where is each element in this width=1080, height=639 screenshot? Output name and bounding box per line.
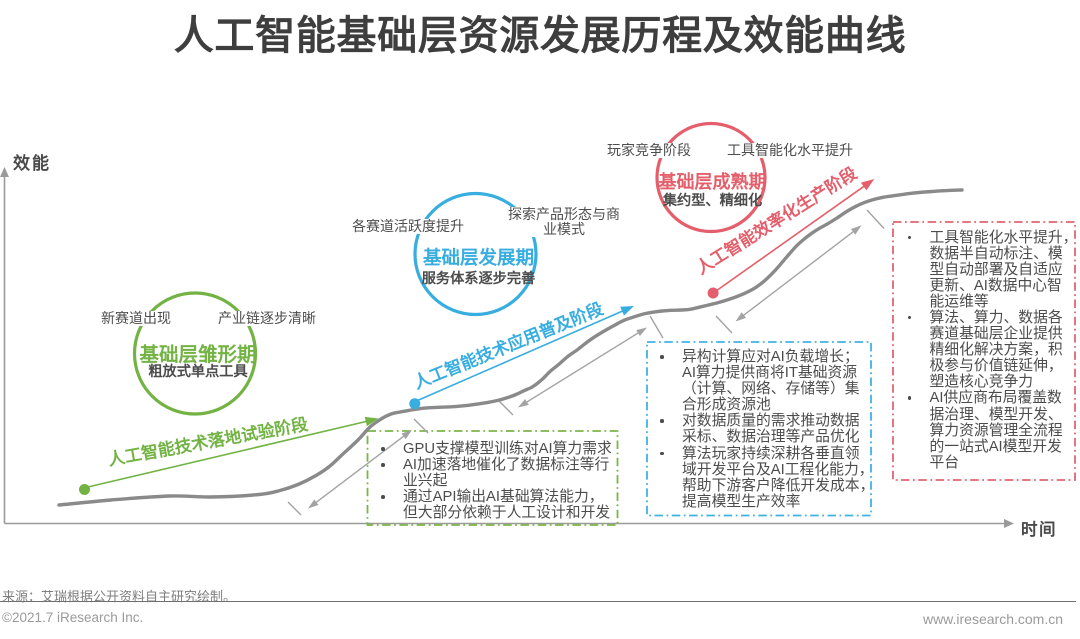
svg-text:人工智能技术应用普及阶段: 人工智能技术应用普及阶段 xyxy=(411,298,607,393)
